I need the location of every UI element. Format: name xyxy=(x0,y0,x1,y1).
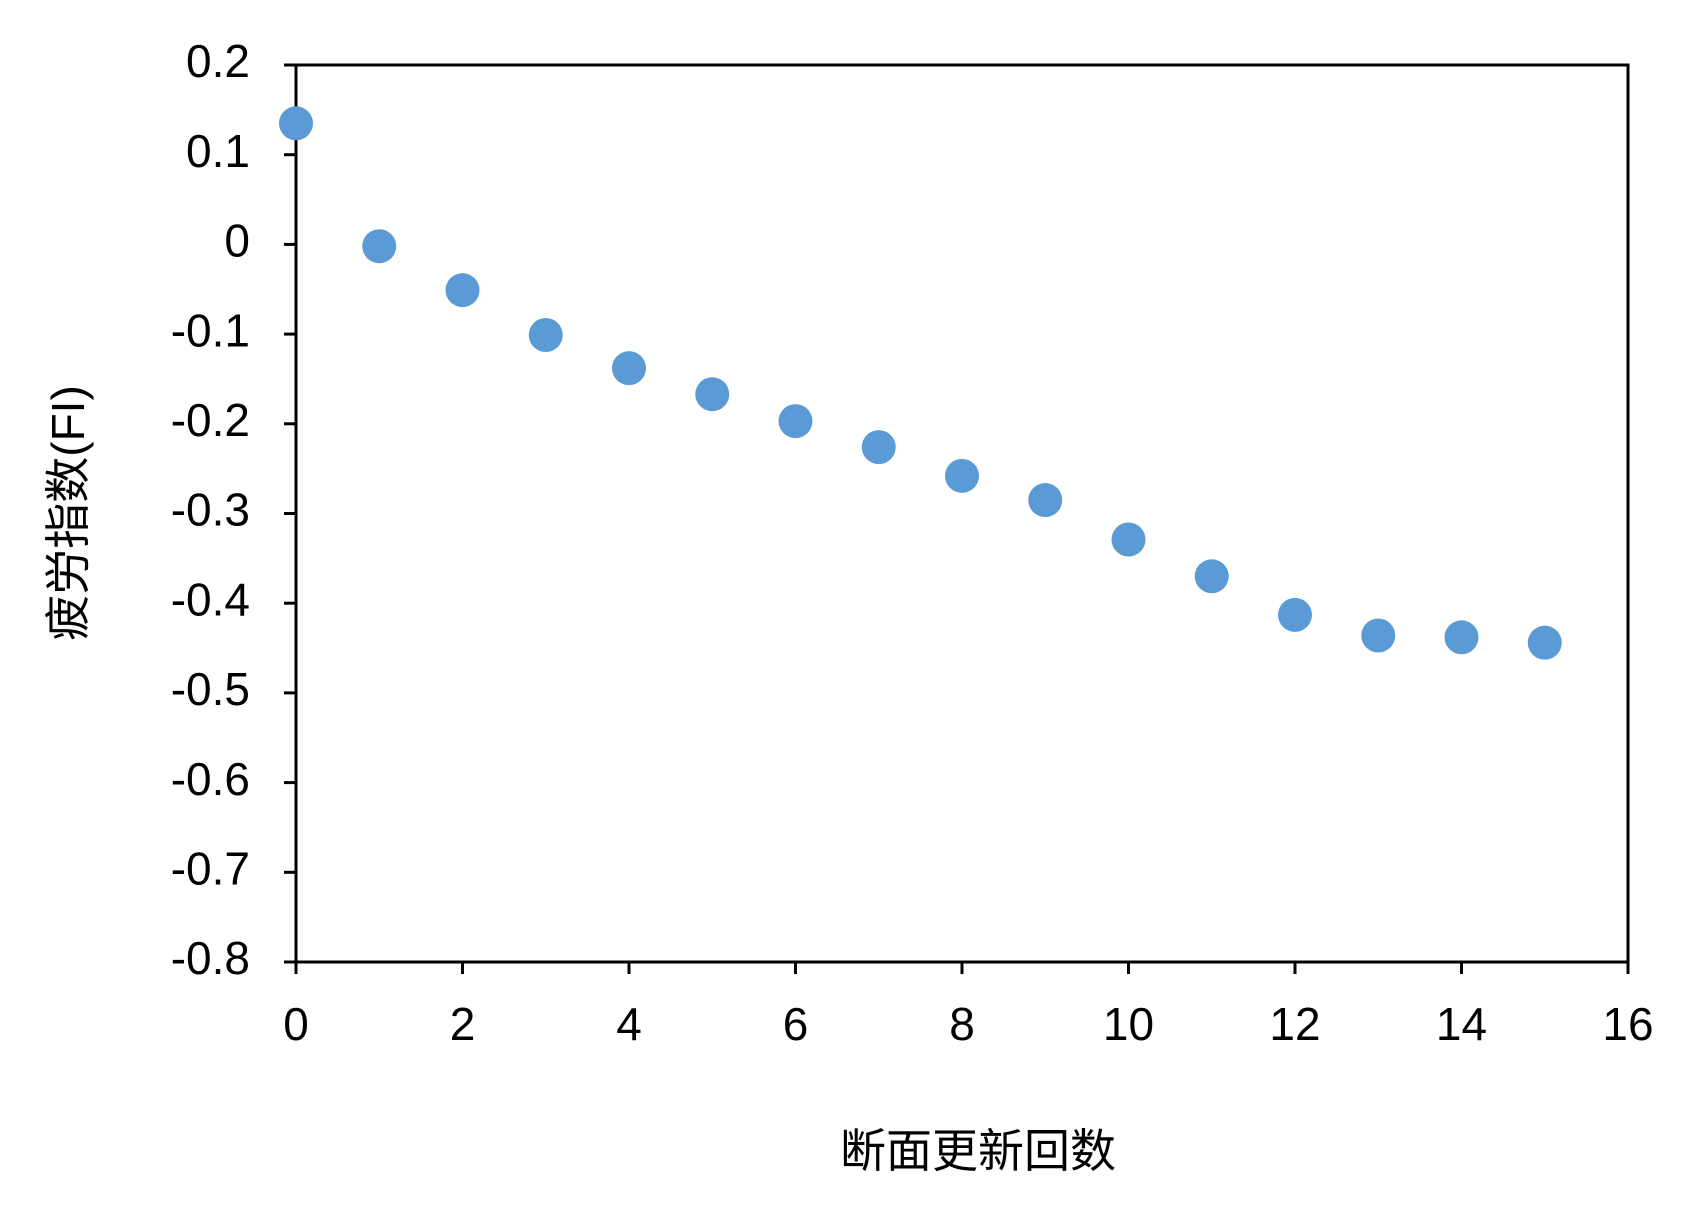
y-tick-label: -0.8 xyxy=(171,932,250,984)
x-tick-label: 0 xyxy=(283,998,309,1050)
point xyxy=(1361,618,1396,653)
point xyxy=(1028,483,1063,518)
point xyxy=(528,317,563,352)
plot-frame xyxy=(294,63,1630,964)
y-tick-label: 0.1 xyxy=(186,125,250,177)
y-tick-label: -0.4 xyxy=(171,573,250,625)
point xyxy=(1111,522,1146,557)
y-axis-title: 疲労指数(FI) xyxy=(42,385,94,641)
x-tick-label: 14 xyxy=(1436,998,1487,1050)
point xyxy=(861,430,896,465)
y-tick-label: 0 xyxy=(224,215,250,267)
x-tick-label: 6 xyxy=(783,998,809,1050)
x-tick-label: 12 xyxy=(1269,998,1320,1050)
y-tick-label: -0.6 xyxy=(171,753,250,805)
point xyxy=(1194,559,1229,594)
point xyxy=(612,351,646,386)
point xyxy=(778,404,813,439)
y-tick-label: -0.2 xyxy=(171,394,250,446)
x-tick-label: 8 xyxy=(949,998,975,1050)
point xyxy=(695,377,730,412)
x-tick-label: 10 xyxy=(1103,998,1154,1050)
point xyxy=(445,273,480,308)
y-tick-label: 0.2 xyxy=(186,35,250,87)
x-tick-label: 2 xyxy=(450,998,476,1050)
x-tick-label: 16 xyxy=(1602,998,1653,1050)
y-tick-label: -0.3 xyxy=(171,484,250,536)
point xyxy=(1278,597,1312,632)
y-tick-label: -0.1 xyxy=(171,304,250,356)
point xyxy=(945,458,979,493)
y-tick-label: -0.5 xyxy=(171,663,250,715)
point xyxy=(362,229,397,264)
point xyxy=(1527,625,1562,660)
y-tick-label: -0.7 xyxy=(171,842,250,894)
point xyxy=(279,106,313,141)
x-axis-title: 断面更新回数 xyxy=(840,1125,1116,1177)
x-tick-label: 4 xyxy=(616,998,642,1050)
point xyxy=(1444,620,1479,655)
